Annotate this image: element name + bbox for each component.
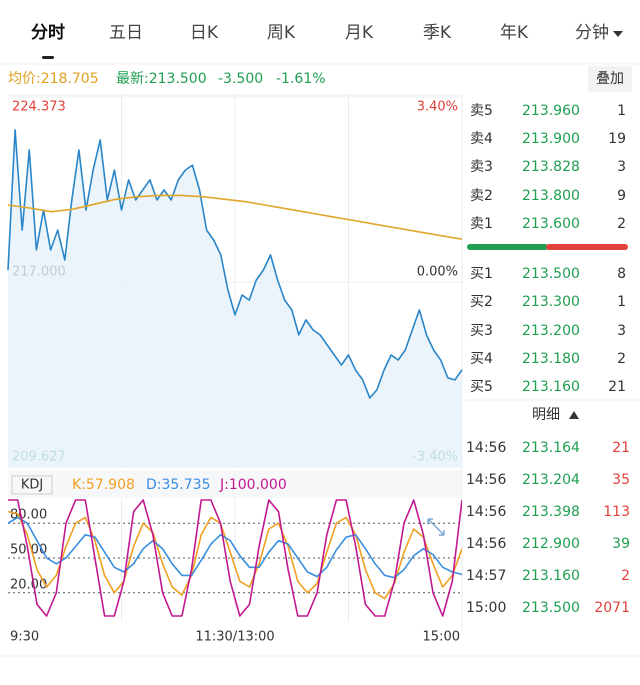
ratio-bar-buy xyxy=(467,244,548,250)
detail-arrow[interactable] xyxy=(569,411,579,419)
kdj-header xyxy=(8,470,462,498)
book-price: 213.200 xyxy=(522,323,580,339)
book-side: 卖4 xyxy=(470,131,493,147)
trade-price: 213.160 xyxy=(522,568,580,584)
trade-time: 14:56 xyxy=(466,440,506,456)
trade-price: 213.500 xyxy=(522,600,580,616)
book-volume: 9 xyxy=(617,188,626,204)
kdj-title[interactable]: KDJ xyxy=(21,478,43,493)
trade-time: 14:56 xyxy=(466,504,506,520)
trade-volume: 35 xyxy=(612,472,630,488)
book-price: 213.180 xyxy=(522,351,580,367)
trade-volume: 21 xyxy=(612,440,630,456)
book-side: 卖2 xyxy=(470,188,493,204)
change-pct: -1.61% xyxy=(276,71,326,87)
book-price: 213.160 xyxy=(522,379,580,395)
book-price: 213.828 xyxy=(522,159,580,175)
y2-tick-label: 0.00% xyxy=(417,265,458,280)
book-side: 买2 xyxy=(470,294,493,310)
price-line xyxy=(7,194,463,240)
trade-volume: 39 xyxy=(612,536,630,552)
latest-price: 最新:213.500 xyxy=(116,71,207,87)
expand-icon[interactable] xyxy=(427,518,445,536)
tab[interactable]: 分时 xyxy=(31,23,65,43)
change: -3.500 xyxy=(218,71,263,87)
book-side: 买3 xyxy=(470,323,493,339)
legend-label: D:35.735 xyxy=(146,477,210,493)
book-price: 213.800 xyxy=(522,188,580,204)
detail-label[interactable]: 明细 xyxy=(532,407,560,423)
tab[interactable]: 月K xyxy=(345,23,374,43)
book-volume: 1 xyxy=(617,103,626,119)
book-side: 买4 xyxy=(470,351,493,367)
book-volume: 3 xyxy=(617,159,626,175)
book-price: 213.600 xyxy=(522,216,580,232)
book-price: 213.900 xyxy=(522,131,580,147)
trade-price: 213.398 xyxy=(522,504,580,520)
trade-time: 14:57 xyxy=(466,568,506,584)
trade-price: 213.204 xyxy=(522,472,580,488)
tab[interactable]: 季K xyxy=(423,23,452,43)
book-side: 卖3 xyxy=(470,159,493,175)
ratio-bar-sell xyxy=(546,244,628,250)
y-tick-label: 224.373 xyxy=(12,100,66,115)
trade-volume: 2 xyxy=(621,568,630,584)
legend-label: K:57.908 xyxy=(72,477,135,493)
time-label: 11:30/13:00 xyxy=(195,630,274,645)
tab-underline xyxy=(42,56,54,59)
book-volume: 2 xyxy=(617,216,626,232)
book-volume: 2 xyxy=(617,351,626,367)
book-side: 买1 xyxy=(470,266,493,282)
tab[interactable]: 周K xyxy=(267,23,296,43)
tab[interactable]: 日K xyxy=(190,23,219,43)
tab[interactable]: 年K xyxy=(500,23,529,43)
book-price: 213.960 xyxy=(522,103,580,119)
y-tick-label: 20.00 xyxy=(10,577,47,592)
avg-price: 均价:218.705 xyxy=(8,71,99,87)
price-line xyxy=(7,129,463,399)
tab[interactable]: 分钟 xyxy=(575,23,609,43)
time-label: 15:00 xyxy=(423,630,460,645)
book-side: 卖1 xyxy=(470,216,493,232)
tab[interactable]: 五日 xyxy=(109,23,143,43)
trade-volume: 2071 xyxy=(594,600,630,616)
overlay-label[interactable]: 叠加 xyxy=(596,71,624,87)
book-side: 买5 xyxy=(470,379,493,395)
book-volume: 1 xyxy=(617,294,626,310)
book-volume: 21 xyxy=(608,379,626,395)
kdj-line xyxy=(8,510,462,600)
book-price: 213.300 xyxy=(522,294,580,310)
trade-price: 213.164 xyxy=(522,440,580,456)
kdj-line xyxy=(8,499,462,617)
book-volume: 19 xyxy=(608,131,626,147)
time-label: 9:30 xyxy=(10,630,39,645)
trade-time: 14:56 xyxy=(466,536,506,552)
book-volume: 8 xyxy=(617,266,626,282)
book-volume: 3 xyxy=(617,323,626,339)
kdj-box[interactable] xyxy=(11,475,53,495)
dropdown-arrow[interactable] xyxy=(613,31,623,37)
trade-time: 14:56 xyxy=(466,472,506,488)
trade-time: 15:00 xyxy=(466,600,506,616)
trade-volume: 113 xyxy=(603,504,630,520)
book-price: 213.500 xyxy=(522,266,580,282)
legend-label: J:100.000 xyxy=(219,477,287,493)
price-area xyxy=(8,129,462,467)
book-side: 卖5 xyxy=(470,103,493,119)
overlay-button[interactable] xyxy=(588,66,632,92)
trade-price: 212.900 xyxy=(522,536,580,552)
y2-tick-label: 3.40% xyxy=(417,100,458,115)
y-tick-label: 80.00 xyxy=(10,508,47,523)
kdj-line xyxy=(8,516,462,579)
